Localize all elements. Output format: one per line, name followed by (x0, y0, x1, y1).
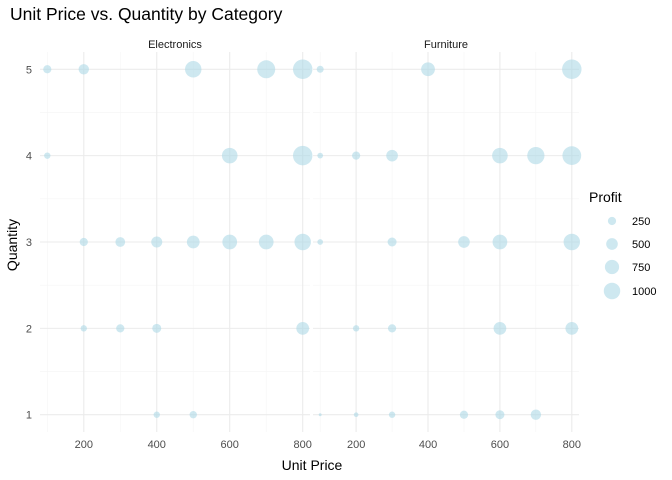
data-point (317, 239, 324, 245)
data-point (317, 152, 324, 159)
legend-key-label: 500 (632, 239, 650, 251)
y-axis-title: Quantity (4, 219, 20, 271)
y-tick-label: 3 (26, 237, 32, 249)
legend-key-label: 750 (632, 262, 650, 274)
data-point (565, 321, 579, 335)
x-axis-title: Unit Price (282, 457, 343, 473)
data-point (353, 412, 359, 418)
y-tick-label: 2 (26, 323, 32, 335)
x-tick-label: 600 (221, 439, 239, 451)
data-point (387, 237, 397, 247)
x-tick-label: 400 (148, 439, 166, 451)
data-point (563, 233, 581, 251)
chart-title: Unit Price vs. Quantity by Category (10, 4, 283, 24)
legend-key-circle (603, 282, 621, 300)
facet-strip-label: Furniture (424, 39, 468, 51)
size-legend: Profit 250 500 750 1000 (589, 189, 656, 300)
data-point (221, 147, 238, 164)
legend-key-circle (607, 216, 617, 226)
data-point (530, 409, 542, 420)
y-tick-label: 4 (26, 151, 32, 163)
x-tick-label: 200 (75, 439, 93, 451)
y-tick-label: 5 (26, 64, 32, 76)
data-point (292, 145, 313, 166)
data-point (388, 411, 396, 418)
facets-layer: Electronics 200 400 600 800 1 2 3 4 5 Furniture 200… (26, 39, 582, 451)
data-point (186, 235, 200, 249)
data-point (318, 413, 322, 417)
data-point (79, 237, 88, 247)
data-point (294, 233, 311, 251)
data-point (80, 325, 87, 332)
x-tick-label: 200 (347, 439, 365, 451)
legend-title: Profit (589, 189, 622, 205)
data-point (527, 147, 545, 165)
data-point (316, 65, 324, 73)
facet-strip-label: Electronics (148, 39, 202, 51)
data-point (495, 410, 505, 420)
data-point (115, 237, 126, 247)
legend-key-circle (606, 238, 618, 250)
data-point (562, 59, 582, 80)
data-point (386, 149, 398, 162)
legend-key-label: 1000 (632, 286, 656, 298)
x-tick-label: 800 (563, 439, 581, 451)
data-point (153, 411, 160, 418)
data-point (459, 410, 469, 419)
data-point (257, 60, 276, 79)
data-point (421, 62, 435, 77)
data-point (151, 236, 163, 248)
facet-panel-1: Furniture 200 400 600 800 (313, 39, 582, 451)
data-point (78, 64, 89, 75)
data-point (189, 411, 197, 419)
legend-key-label: 250 (632, 216, 650, 228)
data-point (492, 234, 508, 250)
data-point (258, 234, 274, 250)
y-tick-label: 1 (26, 410, 32, 422)
x-tick-label: 800 (294, 439, 312, 451)
data-point (493, 321, 507, 335)
x-tick-label: 400 (419, 439, 437, 451)
facet-panel-0: Electronics 200 400 600 800 1 2 3 4 5 (26, 39, 313, 451)
legend-key-circle (604, 259, 620, 275)
x-tick-label: 600 (491, 439, 509, 451)
data-point (562, 146, 582, 166)
data-point (458, 236, 470, 248)
data-point (43, 65, 52, 74)
data-point (185, 61, 202, 78)
data-point (116, 324, 125, 333)
data-point (387, 324, 397, 333)
data-point (222, 234, 238, 250)
data-point (492, 147, 508, 164)
data-point (352, 151, 361, 160)
data-point (352, 325, 360, 332)
data-point (292, 59, 313, 80)
data-point (296, 321, 310, 335)
data-point (152, 323, 162, 333)
data-point (44, 152, 51, 159)
